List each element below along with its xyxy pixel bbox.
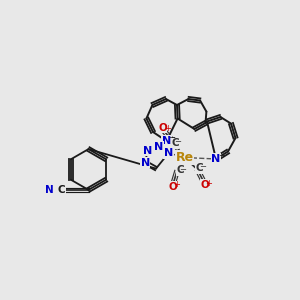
Text: +: + bbox=[164, 124, 171, 133]
Text: C: C bbox=[176, 165, 184, 176]
Text: N: N bbox=[212, 154, 220, 164]
Text: O: O bbox=[158, 123, 167, 133]
Text: N: N bbox=[164, 148, 173, 158]
Text: N: N bbox=[143, 146, 152, 156]
Text: N: N bbox=[141, 158, 150, 168]
Text: C: C bbox=[58, 185, 65, 195]
Text: N: N bbox=[162, 136, 171, 146]
Text: −: − bbox=[179, 165, 186, 174]
Text: −: − bbox=[174, 137, 181, 146]
Text: C: C bbox=[171, 138, 179, 148]
Text: Re: Re bbox=[176, 151, 194, 164]
Text: −: − bbox=[218, 151, 225, 160]
Text: −: − bbox=[199, 162, 206, 171]
Text: N: N bbox=[164, 148, 173, 158]
Text: −: − bbox=[168, 133, 175, 142]
Text: N: N bbox=[212, 154, 220, 164]
Text: N: N bbox=[162, 136, 171, 146]
Text: N: N bbox=[154, 142, 163, 152]
Text: Re: Re bbox=[176, 151, 194, 164]
Text: O: O bbox=[200, 180, 209, 190]
Text: +: + bbox=[205, 178, 211, 188]
Text: +: + bbox=[174, 180, 180, 189]
Text: N: N bbox=[154, 142, 163, 152]
Text: N: N bbox=[141, 158, 150, 168]
Text: N: N bbox=[45, 185, 54, 195]
Text: C: C bbox=[195, 163, 203, 173]
Text: −: − bbox=[218, 151, 225, 160]
Text: O: O bbox=[168, 182, 177, 192]
Text: N: N bbox=[143, 146, 152, 156]
Text: −: − bbox=[168, 133, 175, 142]
